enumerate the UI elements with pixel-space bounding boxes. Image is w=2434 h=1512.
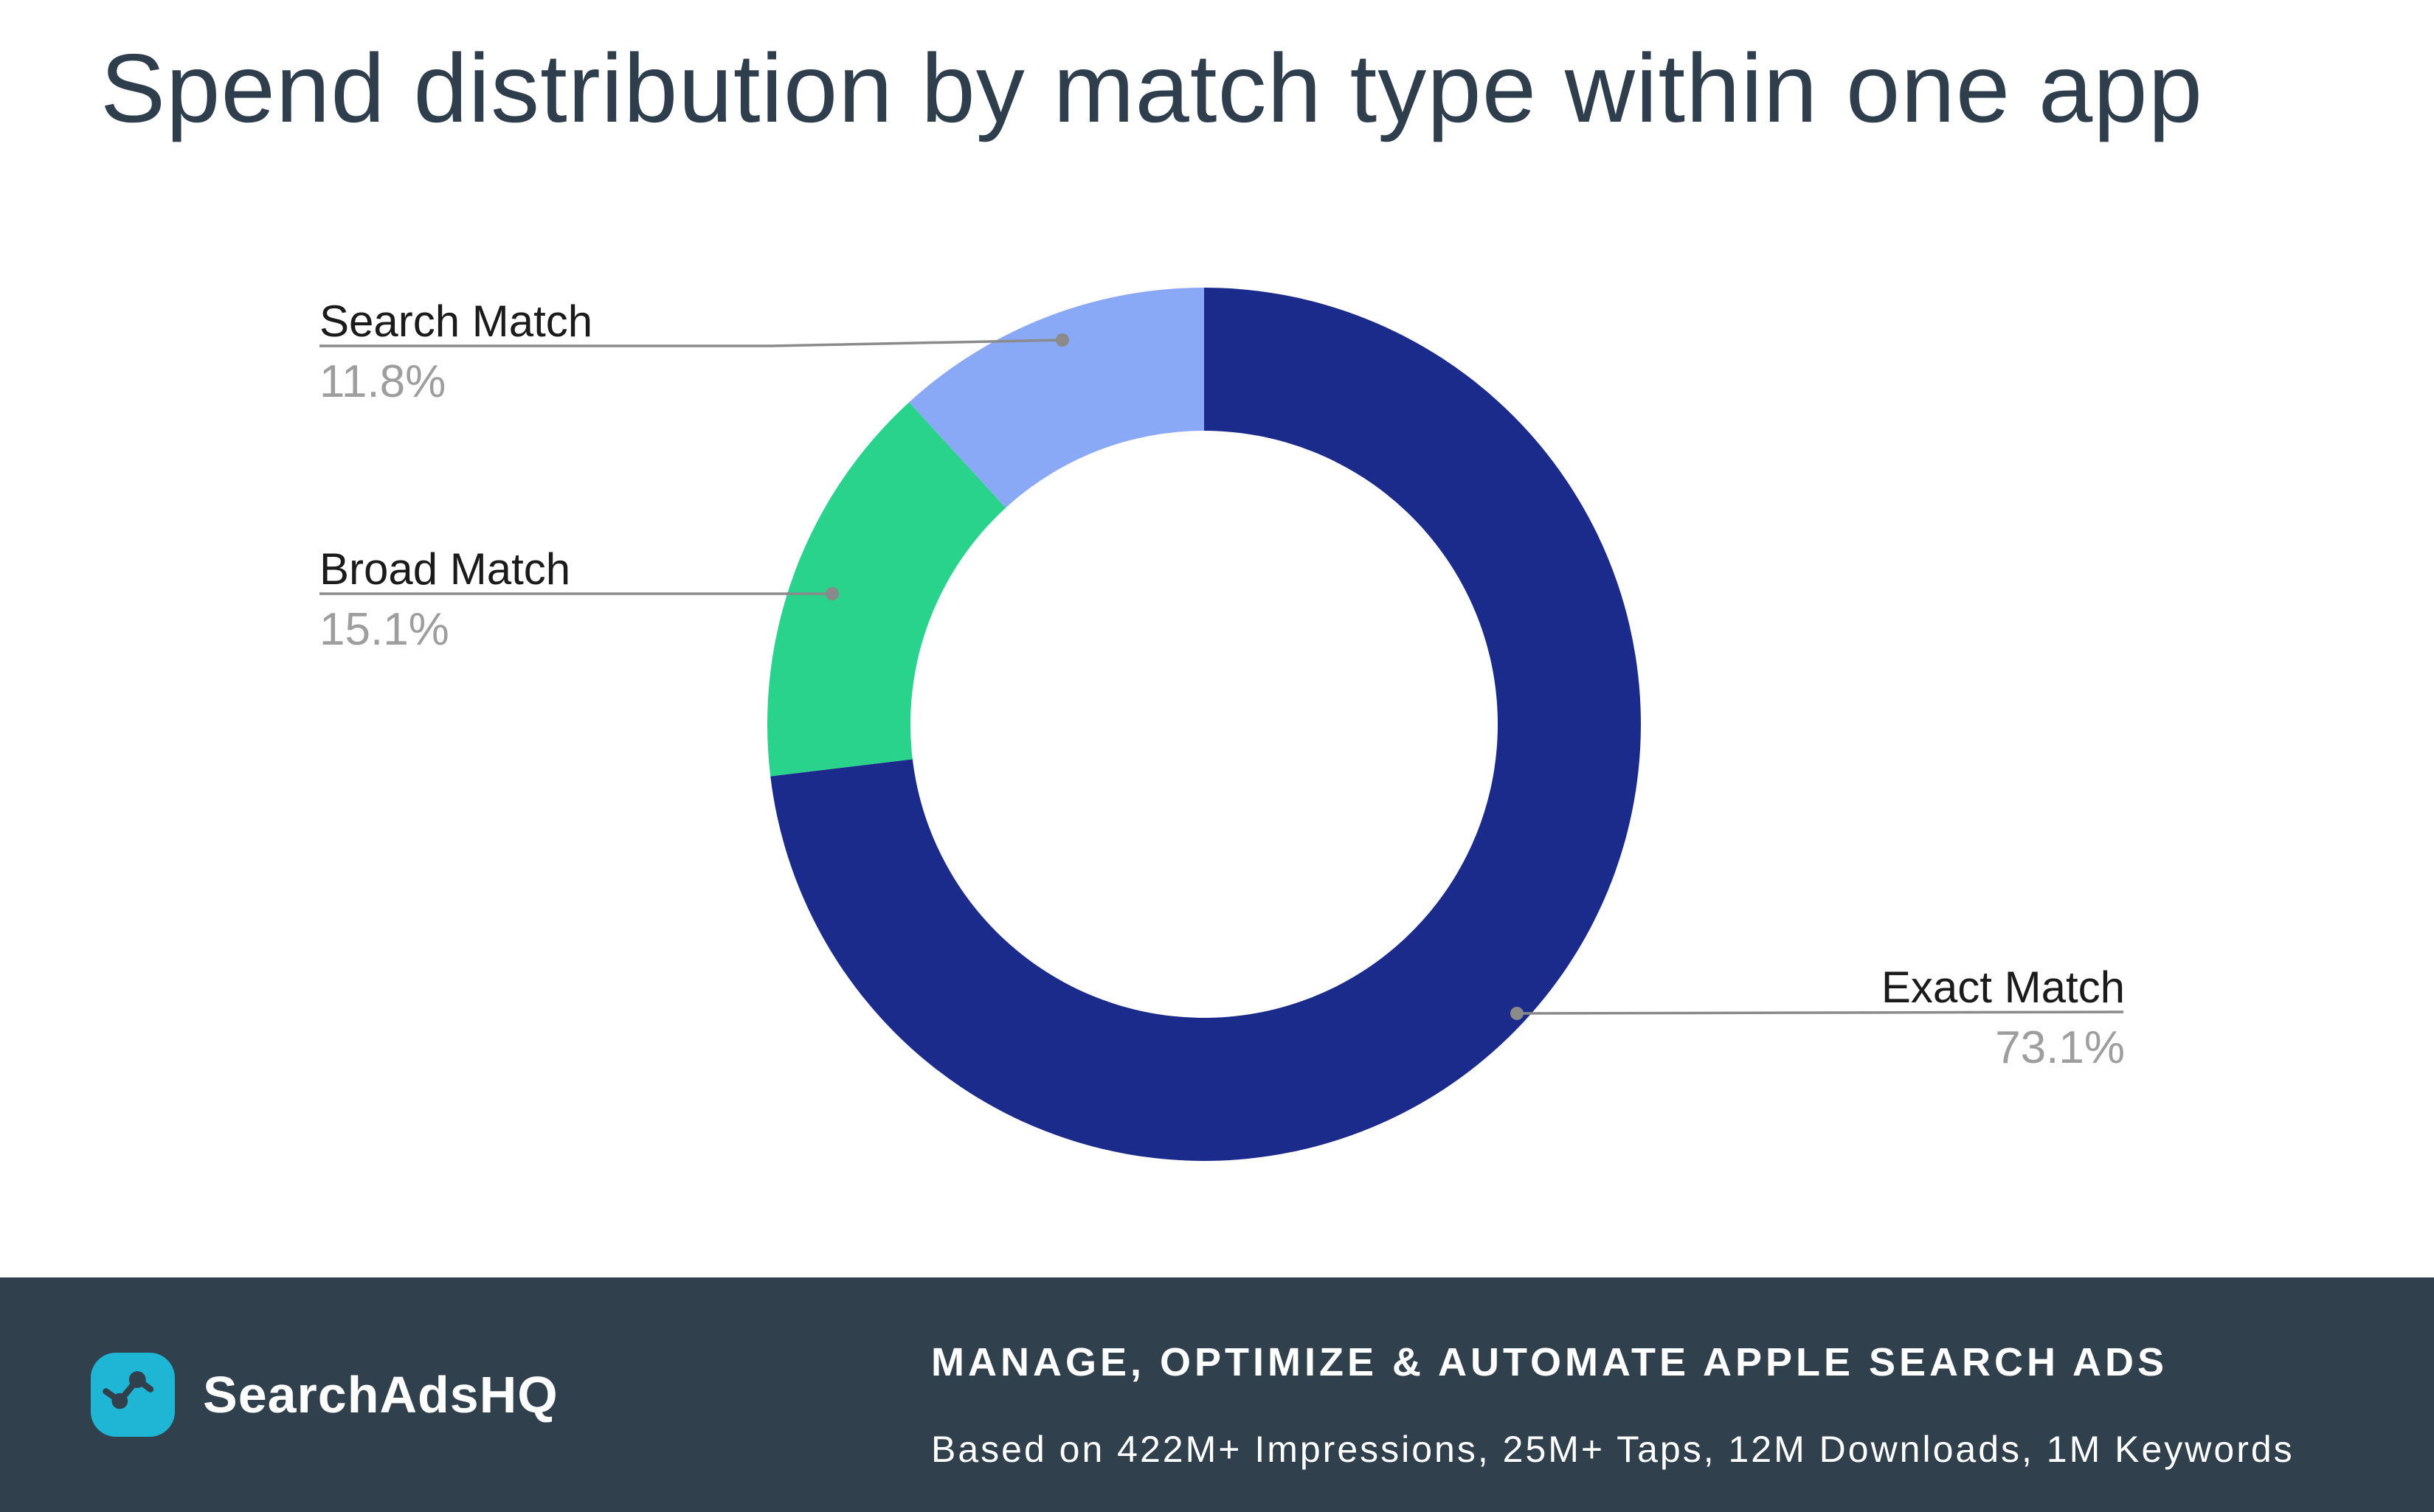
page-title: Spend distribution by match type within … <box>100 34 2204 142</box>
callout-search-match: Search Match 11.8% <box>319 297 592 405</box>
footer-subline: Based on 422M+ Impressions, 25M+ Taps, 1… <box>931 1429 2295 1470</box>
brand-name: SearchAdsHQ <box>203 1366 559 1423</box>
footer: SearchAdsHQ MANAGE, OPTIMIZE & AUTOMATE … <box>0 1277 2434 1512</box>
callout-exact-match: Exact Match 73.1% <box>1881 963 2125 1071</box>
leader-exact-match-line <box>1516 1010 2124 1015</box>
footer-headline: MANAGE, OPTIMIZE & AUTOMATE APPLE SEARCH… <box>931 1340 2168 1384</box>
leader-search-match-dot <box>1056 333 1069 347</box>
brand-logo: SearchAdsHQ <box>91 1277 559 1512</box>
callout-label: Broad Match <box>319 544 571 594</box>
callout-label: Exact Match <box>1881 963 2125 1012</box>
callout-percent: 11.8% <box>319 356 446 407</box>
callout-label: Search Match <box>319 296 593 346</box>
leader-exact-match-dot <box>1510 1007 1524 1020</box>
leader-search-match-line <box>319 339 1063 347</box>
leader-broad-match-dot <box>826 587 839 600</box>
callout-broad-match: Broad Match 15.1% <box>319 545 570 653</box>
slice-exact-match <box>770 288 1642 1161</box>
slice-broad-match <box>767 402 1006 777</box>
callout-percent: 15.1% <box>319 604 449 655</box>
callout-percent: 73.1% <box>1995 1022 2125 1073</box>
slice-search-match <box>909 288 1204 508</box>
line-chart-icon <box>91 1353 175 1437</box>
